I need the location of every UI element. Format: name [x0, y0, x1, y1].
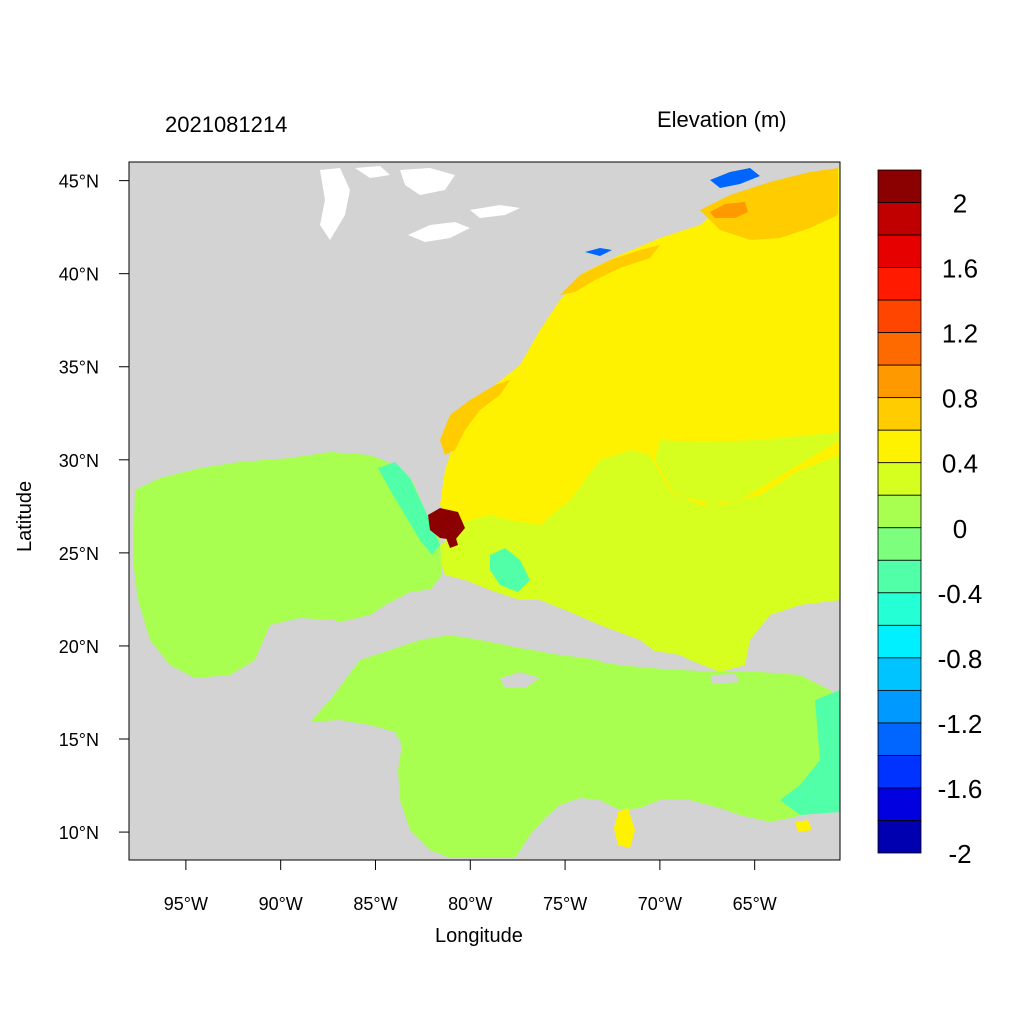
x-tick-label: 65°W	[733, 894, 777, 914]
east-caribbean-anomaly	[780, 690, 840, 815]
colorbar-swatch	[877, 559, 922, 594]
colorbar-swatch	[877, 592, 922, 626]
x-tick-label: 95°W	[164, 894, 208, 914]
yucatan-peninsula	[250, 618, 345, 720]
colorbar-swatch	[877, 787, 922, 821]
colorbar-swatch	[877, 755, 922, 789]
colorbar-label: 2	[953, 189, 967, 219]
colorbar-swatch	[877, 689, 922, 724]
colorbar-label: 0.8	[942, 384, 978, 414]
colorbar-label: -0.4	[938, 579, 983, 609]
x-tick-label: 85°W	[353, 894, 397, 914]
colorbar-swatch	[877, 397, 922, 431]
cuba-island	[385, 588, 590, 648]
y-axis-ticks: 45°N 40°N 35°N 30°N 25°N 20°N 15°N 10°N	[59, 172, 129, 843]
y-tick-label: 20°N	[59, 637, 99, 657]
colorbar-swatch	[877, 494, 922, 529]
y-tick-label: 15°N	[59, 730, 99, 750]
south-florida-surge	[428, 508, 465, 540]
nova-scotia-negative	[710, 168, 760, 188]
colorbar-label: -2	[948, 839, 971, 869]
great-lakes	[320, 166, 520, 242]
colorbar-label: -1.6	[938, 774, 983, 804]
x-tick-label: 80°W	[448, 894, 492, 914]
gulf-and-caribbean	[133, 452, 840, 858]
florida-tip-surge	[445, 535, 458, 548]
colorbar-swatch	[877, 364, 922, 399]
colorbar-swatch	[877, 169, 922, 203]
gulf-of-maine-core	[710, 202, 748, 218]
colorbar-label: 0	[953, 514, 967, 544]
colorbar-swatch	[877, 657, 922, 691]
colorbar-swatch	[877, 820, 922, 854]
x-tick-label: 70°W	[638, 894, 682, 914]
long-island-negative	[585, 248, 612, 256]
x-axis-ticks: 95°W 90°W 85°W 80°W 75°W 70°W 65°W	[164, 860, 777, 914]
x-tick-label: 90°W	[259, 894, 303, 914]
colorbar-swatch	[877, 267, 922, 301]
colorbar-label: -1.2	[938, 709, 983, 739]
field-label: Elevation (m)	[657, 107, 787, 132]
carolina-shelf-surge	[440, 380, 510, 455]
colorbar-swatch	[877, 624, 922, 659]
atlantic-ocean-north	[440, 168, 840, 525]
colorbar-swatch	[877, 299, 922, 334]
bahamas-ring-anomaly	[490, 548, 530, 592]
y-tick-label: 45°N	[59, 172, 99, 192]
colorbar-swatch	[877, 722, 922, 756]
puerto-rico-island	[710, 674, 740, 684]
lake-maracaibo	[614, 808, 635, 848]
aruba-coast	[795, 820, 812, 832]
x-tick-label: 75°W	[543, 894, 587, 914]
colorbar-label: 1.6	[942, 254, 978, 284]
colorbar-label: 1.2	[942, 319, 978, 349]
colorbar-swatch	[877, 429, 922, 464]
colorbar-swatch	[877, 527, 922, 561]
hispaniola-island	[590, 645, 700, 670]
colorbar-label: 0.4	[942, 449, 978, 479]
y-tick-label: 25°N	[59, 544, 99, 564]
y-tick-label: 30°N	[59, 451, 99, 471]
colorbar-swatch	[877, 234, 922, 268]
colorbar-swatch	[877, 202, 922, 236]
y-tick-label: 10°N	[59, 823, 99, 843]
map-plot-area	[129, 162, 840, 860]
x-axis-label: Longitude	[435, 925, 523, 947]
colorbar-swatch	[877, 462, 922, 496]
colorbar-swatch	[877, 332, 922, 366]
time-label: 2021081214	[165, 112, 288, 137]
jamaica-island	[500, 672, 540, 688]
y-tick-label: 40°N	[59, 265, 99, 285]
colorbar: 2 1.6 1.2 0.8 0.4 0 -0.4 -0.8 -1.2 -1.6 -2	[877, 169, 983, 869]
colorbar-label: -0.8	[938, 644, 983, 674]
northeast-shelf-surge	[560, 245, 660, 295]
y-tick-label: 35°N	[59, 358, 99, 378]
florida-west-shelf-anomaly	[378, 462, 440, 555]
gulf-of-maine-surge	[700, 168, 838, 240]
plot-frame	[128, 161, 841, 861]
